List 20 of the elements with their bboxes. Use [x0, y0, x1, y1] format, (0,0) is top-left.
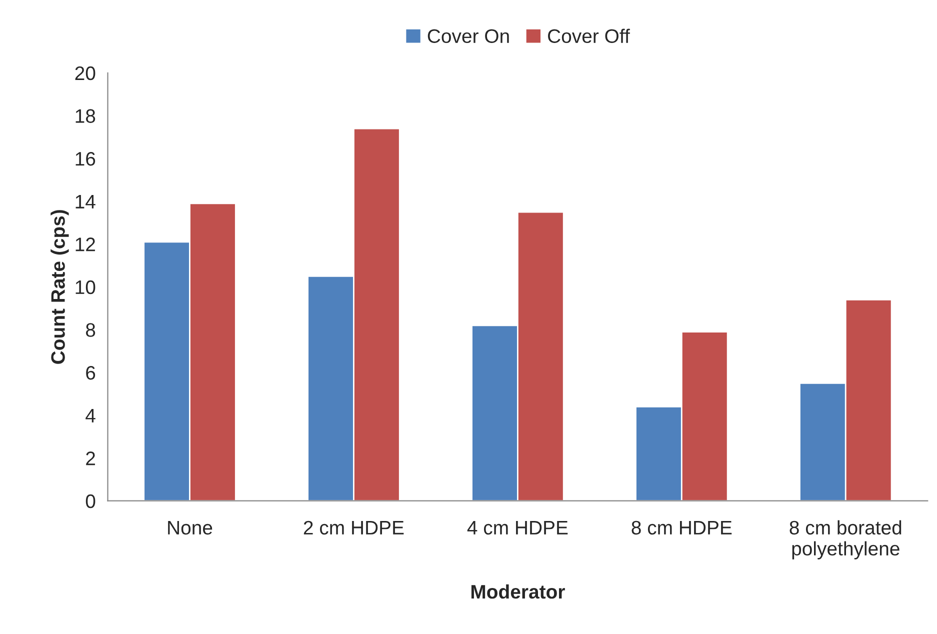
- x-tick-label: 4 cm HDPE: [467, 521, 568, 535]
- y-tick-label: 6: [86, 366, 96, 380]
- x-axis-title: Moderator: [471, 584, 565, 599]
- y-tick-label: 8: [86, 323, 96, 337]
- legend-label: Cover Off: [548, 28, 630, 44]
- legend-label: Cover On: [428, 29, 509, 44]
- y-tick-label: 2: [86, 452, 95, 466]
- x-tick-label: None: [168, 521, 212, 535]
- x-tick-label: 8 cm HDPE: [632, 520, 732, 535]
- y-tick-label: 18: [76, 109, 96, 123]
- x-tick-label: 2 cm HDPE: [304, 520, 404, 535]
- y-tick-label: 20: [75, 66, 96, 80]
- y-tick-label: 12: [76, 238, 95, 252]
- y-tick-label: 14: [76, 194, 96, 208]
- y-tick-label: 0: [86, 494, 96, 508]
- x-tick-label: 8 cm borated polyethylene: [790, 520, 902, 560]
- y-tick-label: 10: [76, 280, 96, 294]
- y-tick-label: 4: [86, 408, 96, 422]
- y-axis-title: Count Rate (cps): [50, 210, 69, 364]
- y-tick-label: 16: [76, 152, 96, 166]
